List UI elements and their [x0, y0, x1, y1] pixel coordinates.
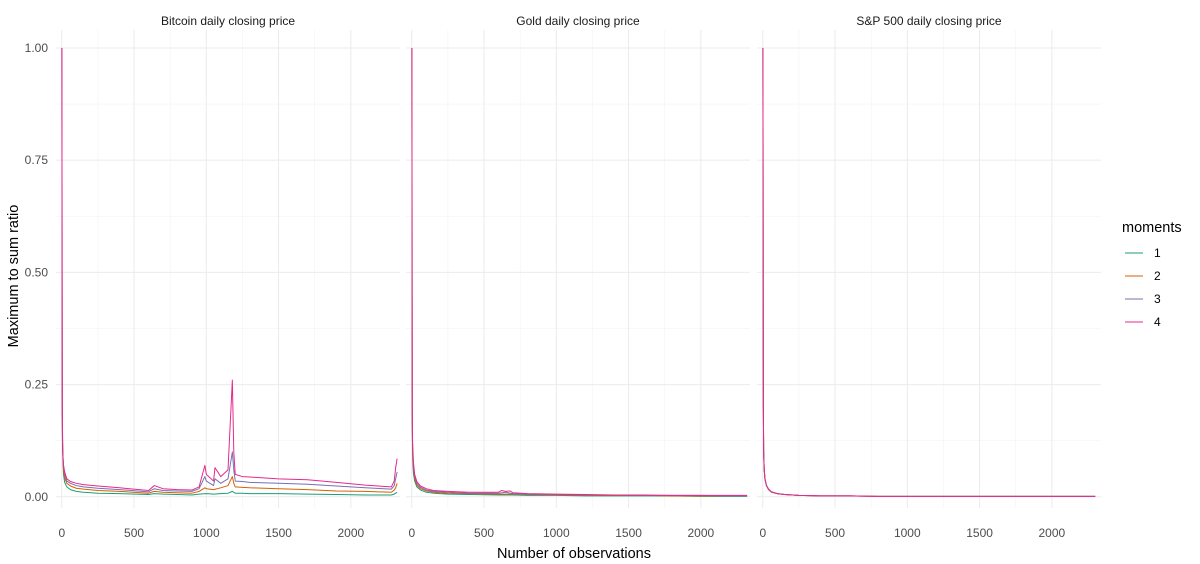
series-line-moment-4 — [411, 47, 748, 496]
legend-label: 4 — [1154, 315, 1161, 329]
x-tick-label: 1000 — [894, 526, 921, 540]
panels-layer: 0 500 1000 1500 2000 Bitcoin daily closing pr… — [56, 14, 1101, 540]
y-tick-label: 1.00 — [25, 41, 49, 55]
legend-label: 3 — [1154, 292, 1161, 306]
x-tick-label: 500 — [124, 526, 144, 540]
series-line-moment-2 — [61, 47, 398, 494]
legend-item: 3 — [1125, 292, 1161, 306]
x-tick-label: 2000 — [338, 526, 365, 540]
legend: moments 1 2 3 4 — [1122, 220, 1182, 329]
x-tick-label: 0 — [408, 526, 415, 540]
legend-item: 1 — [1125, 246, 1161, 260]
x-tick-label: 500 — [825, 526, 845, 540]
y-tick-label: 0.25 — [25, 378, 49, 392]
y-tick-label: 0.00 — [25, 490, 49, 504]
x-tick-label: 500 — [474, 526, 494, 540]
y-axis: 0.00 0.25 0.50 0.75 1.00 — [25, 41, 49, 504]
facet-title: S&P 500 daily closing price — [856, 14, 1002, 28]
facet-panel: 0 500 1000 1500 2000 Bitcoin daily closing pr… — [56, 14, 400, 540]
x-tick-label: 1000 — [193, 526, 220, 540]
x-tick-label: 1500 — [265, 526, 292, 540]
x-tick-label: 2000 — [688, 526, 715, 540]
y-axis-title: Maximum to sum ratio — [6, 205, 22, 348]
legend-title: moments — [1122, 220, 1182, 236]
x-tick-label: 2000 — [1039, 526, 1066, 540]
series-line-moment-1 — [61, 47, 398, 496]
facet-panel: 0 500 1000 1500 2000 S&P 500 daily closing pr… — [757, 14, 1101, 540]
x-tick-label: 1000 — [543, 526, 570, 540]
x-tick-label: 1500 — [966, 526, 993, 540]
legend-label: 2 — [1154, 269, 1161, 283]
y-tick-label: 0.75 — [25, 153, 49, 167]
x-tick-label: 0 — [58, 526, 65, 540]
series-line-moment-4 — [762, 47, 1096, 497]
x-tick-label: 1500 — [615, 526, 642, 540]
series-line-moment-4 — [61, 47, 398, 491]
legend-item: 2 — [1125, 269, 1161, 283]
series-line-moment-3 — [61, 47, 398, 493]
x-axis-title: Number of observations — [497, 546, 651, 562]
facet-title: Bitcoin daily closing price — [161, 14, 295, 28]
y-tick-label: 0.50 — [25, 265, 49, 279]
legend-label: 1 — [1154, 246, 1161, 260]
legend-items: 1 2 3 4 — [1125, 246, 1161, 329]
legend-item: 4 — [1125, 315, 1161, 329]
x-tick-label: 0 — [759, 526, 766, 540]
facet-panel: 0 500 1000 1500 2000 Gold daily closing price — [406, 14, 750, 540]
facet-title: Gold daily closing price — [516, 14, 640, 28]
